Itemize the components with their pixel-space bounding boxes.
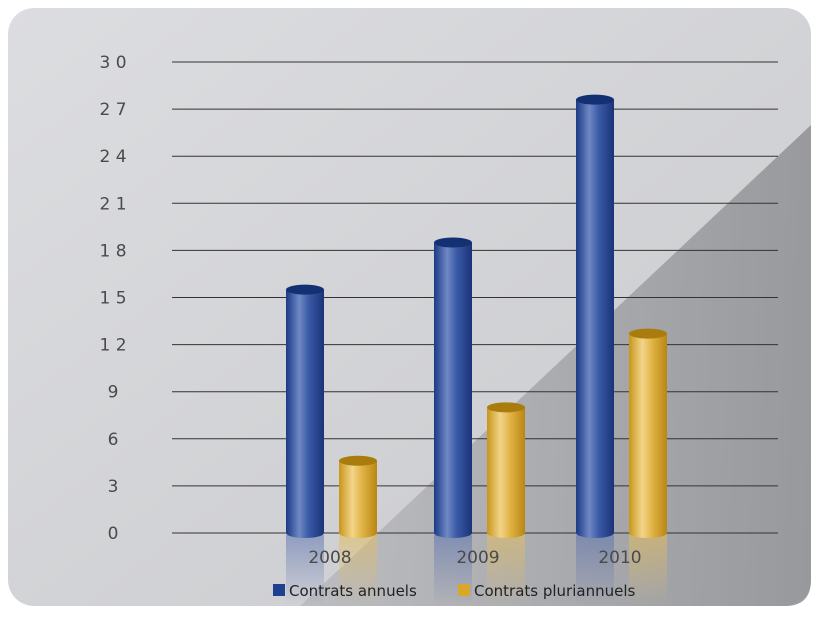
y-tick-label: 3 0	[99, 53, 126, 73]
bar-contrats-pluriannuels	[339, 455, 377, 538]
bar-contrats-annuels	[576, 94, 614, 538]
y-tick-label: 9	[108, 383, 119, 403]
legend-swatch	[273, 584, 285, 596]
bar-reflection	[576, 535, 614, 605]
bar-reflection	[339, 535, 377, 605]
bar-cap	[339, 455, 377, 466]
bar-cap	[576, 94, 614, 105]
y-tick-label: 1 8	[99, 241, 126, 261]
bars	[286, 94, 667, 538]
bar-body	[434, 242, 472, 534]
x-tick-label: 2008	[308, 548, 351, 568]
bar-body	[286, 289, 324, 533]
bar-base	[487, 528, 525, 538]
y-tick-label: 1 5	[99, 289, 126, 309]
bar-cap	[629, 328, 667, 339]
bar-base	[576, 528, 614, 538]
bar-contrats-pluriannuels	[487, 402, 525, 538]
x-tick-label: 2010	[598, 548, 641, 568]
bar-base	[434, 528, 472, 538]
legend-swatch	[458, 584, 470, 596]
x-tick-label: 2009	[456, 548, 499, 568]
bar-body	[576, 99, 614, 534]
bar-base	[629, 528, 667, 538]
bar-cap	[487, 402, 525, 413]
gridlines	[172, 61, 778, 534]
bar-body	[487, 407, 525, 533]
y-tick-label: 2 4	[99, 147, 126, 167]
x-axis-labels: 2008 2009 2010	[308, 548, 641, 568]
legend: Contrats annuels Contrats pluriannuels	[273, 582, 636, 600]
bar-reflection	[629, 535, 667, 605]
legend-item: Contrats pluriannuels	[458, 582, 636, 600]
y-tick-label: 2 7	[99, 100, 126, 120]
y-tick-label: 0	[108, 524, 119, 544]
legend-label: Contrats annuels	[289, 582, 417, 600]
bar-cap	[286, 284, 324, 295]
legend-item: Contrats annuels	[273, 582, 417, 600]
bar-contrats-annuels	[286, 284, 324, 538]
y-tick-label: 3	[108, 477, 119, 497]
y-tick-label: 2 1	[99, 194, 126, 214]
bar-body	[629, 333, 667, 533]
bar-base	[339, 528, 377, 538]
bar-body	[339, 460, 377, 533]
bar-reflection	[487, 535, 525, 605]
bar-reflections	[286, 535, 667, 605]
y-tick-label: 6	[108, 430, 119, 450]
y-tick-label: 1 2	[99, 336, 126, 356]
legend-label: Contrats pluriannuels	[474, 582, 636, 600]
bar-contrats-pluriannuels	[629, 328, 667, 538]
bar-reflection	[286, 535, 324, 605]
bar-cap	[434, 237, 472, 248]
bar-contrats-annuels	[434, 237, 472, 538]
bar-base	[286, 528, 324, 538]
